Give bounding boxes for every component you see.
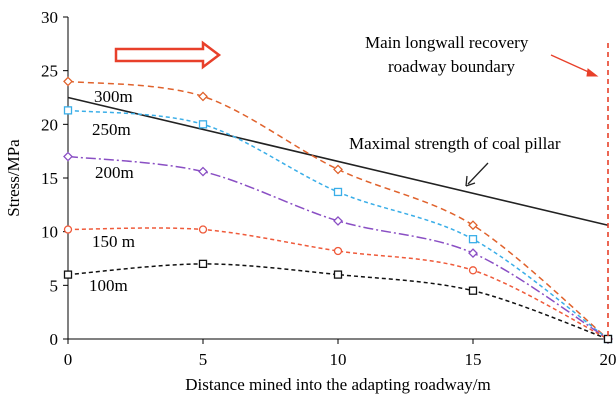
y-tick-label: 0 [50,330,59,349]
y-tick-label: 25 [41,62,58,81]
series-line-150m [67,227,609,340]
y-tick-label: 20 [41,115,58,134]
pillar-strength-line [67,96,609,227]
boundary-pointer [550,54,594,75]
x-tick-label: 5 [199,350,208,369]
data-point-150m [468,266,478,275]
data-point-300m [198,91,208,102]
data-point-150m [63,225,73,234]
pillar-strength-pointer [467,162,489,185]
x-tick-label: 0 [64,350,73,369]
mining-direction-arrow-group [114,40,222,70]
data-point-250m [198,120,208,129]
boundary-label-line1: Main longwall recovery [365,33,529,52]
pillar-strength-pointer-head [465,175,476,187]
data-point-200m [63,151,73,162]
x-tick-label: 15 [465,350,482,369]
data-point-150m [198,225,208,234]
data-point-100m [63,270,73,279]
data-point-250m [468,235,478,244]
series-label-150m: 150 m [92,232,135,251]
series-label-300m: 300m [94,87,133,106]
y-tick-label: 15 [41,169,58,188]
data-point-300m [63,76,73,87]
y-tick-label: 10 [41,223,58,242]
pillar-strength-line [67,96,609,227]
pillar-strength-label: Maximal strength of coal pillar [349,134,561,153]
x-tick-label: 10 [330,350,347,369]
data-point-250m [63,106,73,115]
series-label-200m: 200m [95,163,134,182]
data-point-300m [468,220,478,231]
data-point-200m [198,166,208,177]
y-tick-label: 30 [41,8,58,27]
x-tick-label: 20 [600,350,616,369]
boundary-label-line2: roadway boundary [388,57,515,76]
series-line-300m [67,80,609,340]
axes: 0 5 10 15 20 25 30 0 5 10 15 20 [41,8,616,369]
data-point-100m [198,259,208,269]
data-point-250m [333,187,343,197]
data-point-100m [333,270,343,279]
y-axis-title: Stress/MPa [4,139,23,217]
boundary-pointer-head [586,68,599,77]
mining-direction-arrow [114,40,222,70]
series-group [63,76,613,344]
series-label-250m: 250m [92,120,131,139]
boundary-group [550,43,609,339]
data-point-300m [333,164,343,175]
data-point-150m [333,246,343,256]
data-point-100m [468,286,478,295]
series-label-100m: 100m [89,276,128,295]
data-point-200m [468,248,478,259]
data-point-200m [333,216,343,226]
x-axis-title: Distance mined into the adapting roadway… [185,375,490,394]
y-tick-label: 5 [50,276,59,295]
